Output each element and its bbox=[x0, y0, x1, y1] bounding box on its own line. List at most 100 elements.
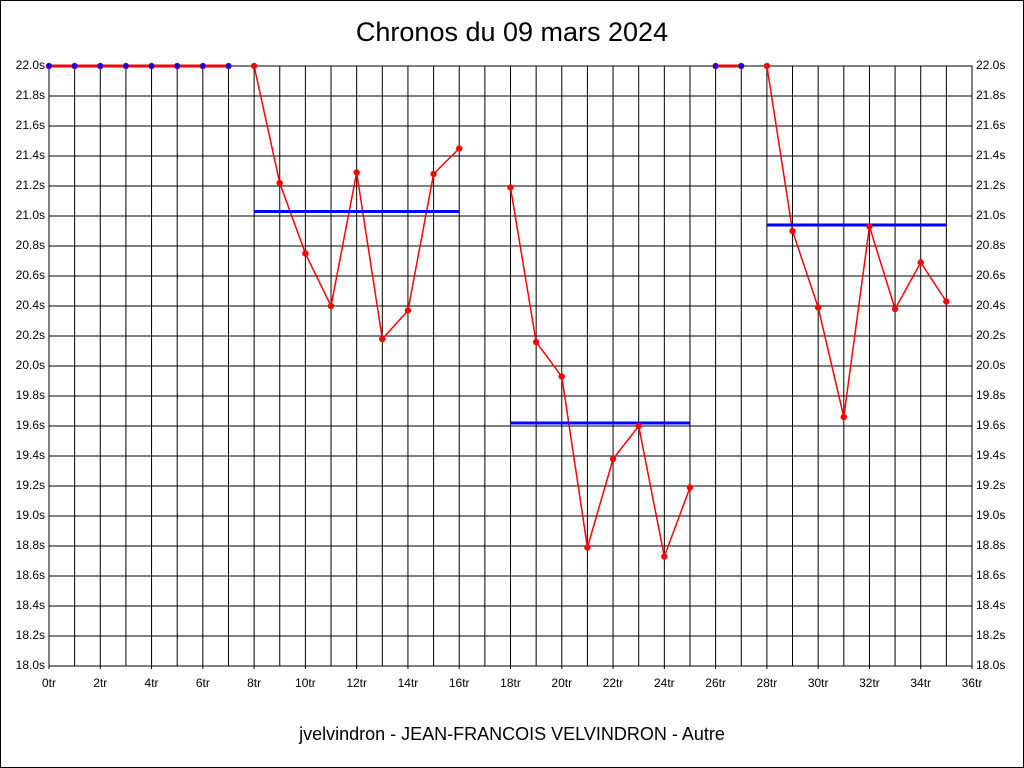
point bbox=[789, 227, 796, 235]
point bbox=[327, 302, 335, 310]
x-tick-label: 36tr bbox=[962, 676, 983, 690]
x-tick-label: 6tr bbox=[196, 676, 210, 690]
y2-tick-label: 18.2s bbox=[976, 628, 1005, 642]
point bbox=[379, 335, 386, 343]
point bbox=[763, 62, 771, 70]
point bbox=[173, 62, 181, 70]
y2-tick-label: 19.6s bbox=[976, 418, 1005, 432]
y-tick-label: 21.2s bbox=[16, 178, 45, 192]
point bbox=[507, 184, 514, 191]
x-tick-label: 22tr bbox=[603, 676, 624, 690]
x-tick-label: 12tr bbox=[346, 676, 367, 690]
y-tick-label: 20.2s bbox=[16, 328, 45, 342]
point bbox=[250, 62, 258, 70]
point bbox=[558, 373, 566, 380]
point bbox=[532, 338, 540, 346]
point bbox=[353, 169, 360, 176]
point bbox=[199, 62, 207, 70]
y2-tick-label: 18.0s bbox=[976, 658, 1005, 672]
point bbox=[917, 259, 924, 266]
y2-tick-label: 18.4s bbox=[976, 598, 1005, 612]
chart-title: Chronos du 09 mars 2024 bbox=[356, 17, 668, 47]
point bbox=[712, 62, 719, 70]
point bbox=[609, 455, 617, 463]
y-tick-label: 20.8s bbox=[16, 238, 45, 252]
x-tick-label: 26tr bbox=[705, 676, 726, 690]
x-tick-label: 30tr bbox=[808, 676, 829, 690]
y2-tick-label: 19.8s bbox=[976, 388, 1005, 402]
x-tick-label: 34tr bbox=[910, 676, 931, 690]
y-tick-label: 20.4s bbox=[16, 298, 45, 312]
y2-tick-label: 21.4s bbox=[976, 148, 1005, 162]
y2-tick-label: 19.2s bbox=[976, 478, 1005, 492]
y-tick-label: 19.2s bbox=[16, 478, 45, 492]
point bbox=[45, 62, 53, 70]
x-tick-label: 16tr bbox=[449, 676, 470, 690]
point bbox=[814, 304, 822, 311]
y-tick-label: 18.6s bbox=[16, 568, 45, 582]
y2-tick-label: 20.6s bbox=[976, 268, 1005, 282]
point bbox=[943, 298, 950, 305]
point bbox=[686, 484, 694, 491]
point bbox=[738, 62, 745, 70]
y2-tick-label: 18.6s bbox=[976, 568, 1005, 582]
point bbox=[584, 544, 591, 551]
x-tick-label: 28tr bbox=[757, 676, 778, 690]
point bbox=[122, 62, 130, 70]
point bbox=[225, 62, 232, 70]
y-tick-label: 18.8s bbox=[16, 538, 45, 552]
y-tick-label: 22.0s bbox=[16, 58, 45, 72]
y2-tick-label: 19.0s bbox=[976, 508, 1005, 522]
y-tick-label: 19.0s bbox=[16, 508, 45, 522]
x-tick-label: 20tr bbox=[551, 676, 572, 690]
y2-tick-label: 20.8s bbox=[976, 238, 1005, 252]
y-tick-label: 21.8s bbox=[16, 88, 45, 102]
y-tick-label: 19.6s bbox=[16, 418, 45, 432]
y2-tick-label: 18.8s bbox=[976, 538, 1005, 552]
y-tick-label: 18.2s bbox=[16, 628, 45, 642]
y-tick-label: 21.6s bbox=[16, 118, 45, 132]
chart-footer: jvelvindron - JEAN-FRANCOIS VELVINDRON -… bbox=[298, 724, 725, 744]
point bbox=[71, 62, 78, 70]
point bbox=[302, 250, 309, 257]
y2-tick-label: 21.2s bbox=[976, 178, 1005, 192]
x-tick-label: 0tr bbox=[42, 676, 56, 690]
x-tick-label: 4tr bbox=[145, 676, 159, 690]
x-tick-label: 8tr bbox=[247, 676, 261, 690]
point bbox=[97, 62, 104, 70]
y-tick-label: 19.8s bbox=[16, 388, 45, 402]
point bbox=[430, 170, 437, 178]
point bbox=[148, 62, 155, 70]
point bbox=[661, 553, 668, 560]
point bbox=[866, 223, 873, 230]
y2-tick-label: 20.4s bbox=[976, 298, 1005, 312]
point bbox=[455, 145, 463, 152]
x-tick-label: 18tr bbox=[500, 676, 521, 690]
x-tick-label: 24tr bbox=[654, 676, 675, 690]
point bbox=[840, 413, 848, 421]
y2-tick-label: 20.0s bbox=[976, 358, 1005, 372]
x-tick-label: 14tr bbox=[398, 676, 419, 690]
y2-tick-label: 19.4s bbox=[976, 448, 1005, 462]
y-tick-label: 21.0s bbox=[16, 208, 45, 222]
y2-tick-label: 20.2s bbox=[976, 328, 1005, 342]
y-tick-label: 20.6s bbox=[16, 268, 45, 282]
y-tick-label: 21.4s bbox=[16, 148, 45, 162]
point bbox=[404, 307, 412, 314]
y2-tick-label: 21.8s bbox=[976, 88, 1005, 102]
y2-tick-label: 22.0s bbox=[976, 58, 1005, 72]
x-tick-label: 10tr bbox=[295, 676, 316, 690]
x-tick-label: 32tr bbox=[859, 676, 880, 690]
y-tick-label: 19.4s bbox=[16, 448, 45, 462]
y-tick-label: 20.0s bbox=[16, 358, 45, 372]
y-tick-label: 18.4s bbox=[16, 598, 45, 612]
point bbox=[891, 305, 899, 313]
y2-tick-label: 21.0s bbox=[976, 208, 1005, 222]
plot-border bbox=[48, 65, 973, 667]
y-tick-label: 18.0s bbox=[16, 658, 45, 672]
point bbox=[635, 422, 642, 430]
point bbox=[276, 179, 283, 187]
